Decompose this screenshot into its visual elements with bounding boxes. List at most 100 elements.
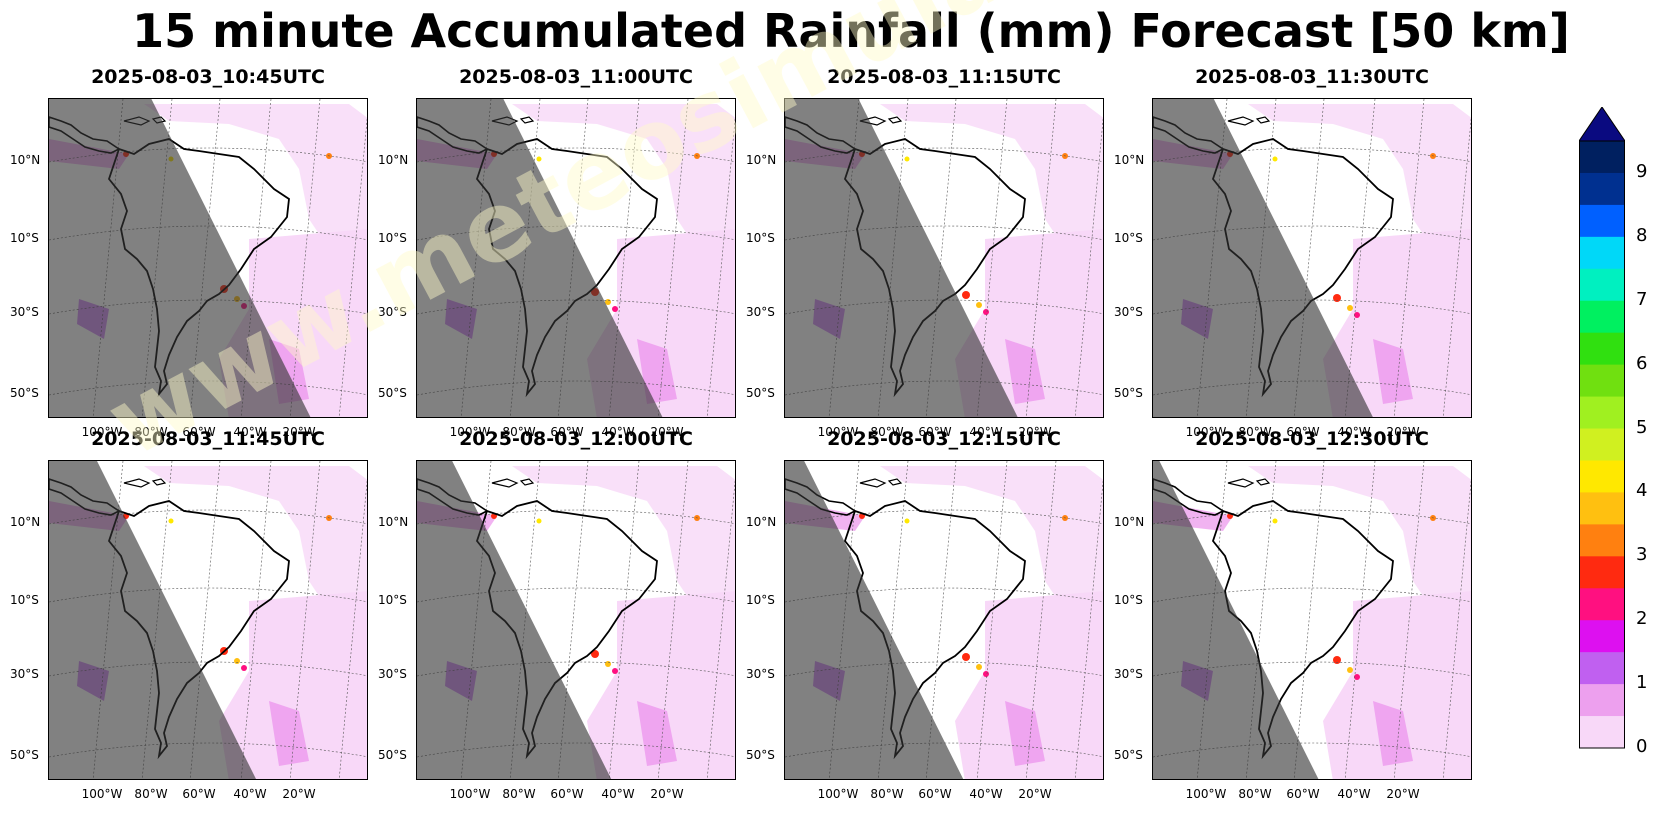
- latitude-label: 50°S: [378, 386, 407, 400]
- latitude-label: 30°S: [378, 305, 407, 319]
- colorbar-tick-label: 3: [1636, 544, 1648, 566]
- longitude-label: 80°W: [1238, 787, 1272, 801]
- longitude-label: 40°W: [601, 425, 635, 439]
- longitude-label: 40°W: [969, 787, 1003, 801]
- map-frame: [48, 98, 368, 418]
- night-shading: [785, 99, 1018, 417]
- longitude-label: 20°W: [650, 425, 684, 439]
- longitude-label: 80°W: [134, 787, 168, 801]
- colorbar-segment: [1579, 716, 1625, 749]
- colorbar-tick-label: 5: [1636, 416, 1648, 438]
- latitude-label: 50°S: [10, 748, 39, 762]
- latitude-label: 10°S: [746, 231, 775, 245]
- longitude-label: 100°W: [1185, 425, 1227, 439]
- latitude-label: 30°S: [1114, 667, 1143, 681]
- longitude-label: 80°W: [870, 787, 904, 801]
- colorbar-segment: [1579, 588, 1625, 621]
- panel-timestamp: 2025-08-03_12:15UTC: [827, 428, 1061, 450]
- colorbar-segment: [1579, 460, 1625, 493]
- colorbar-segment: [1579, 141, 1625, 174]
- latitude-label: 10°S: [746, 593, 775, 607]
- colorbar-segment: [1579, 620, 1625, 653]
- latitude-label: 10°S: [1114, 593, 1143, 607]
- colorbar-tick-label: 1: [1636, 672, 1648, 694]
- colorbar-segment: [1579, 428, 1625, 461]
- map-panel: 2025-08-03_12:15UTC 10°N 10°S 30°S 50°S 100°…: [746, 428, 1104, 801]
- map-frame: [416, 98, 736, 418]
- latitude-label: 50°S: [1114, 748, 1143, 762]
- colorbar-segment: [1579, 556, 1625, 589]
- latitude-label: 50°S: [1114, 386, 1143, 400]
- colorbar-segment: [1579, 364, 1625, 398]
- longitude-label: 20°W: [650, 787, 684, 801]
- longitude-label: 40°W: [233, 787, 267, 801]
- panel-timestamp: 2025-08-03_10:45UTC: [91, 66, 325, 88]
- map-frame: [784, 98, 1104, 418]
- colorbar-segment: [1579, 172, 1625, 206]
- latitude-label: 30°S: [378, 667, 407, 681]
- latitude-label: 30°S: [746, 305, 775, 319]
- longitude-label: 100°W: [1185, 787, 1227, 801]
- latitude-label: 10°N: [746, 153, 777, 167]
- latitude-label: 30°S: [10, 667, 39, 681]
- latitude-label: 10°N: [1114, 153, 1145, 167]
- panel-timestamp: 2025-08-03_11:30UTC: [1195, 66, 1429, 88]
- longitude-label: 80°W: [502, 425, 536, 439]
- longitude-label: 80°W: [134, 425, 168, 439]
- night-shading: [417, 99, 663, 417]
- latitude-label: 10°S: [378, 231, 407, 245]
- night-shading: [417, 461, 612, 779]
- map-frame: [416, 460, 736, 780]
- latitude-label: 10°N: [10, 153, 41, 167]
- map-panel: 2025-08-03_12:30UTC 10°N 10°S 30°S 50°S 100°…: [1114, 428, 1472, 801]
- longitude-label: 20°W: [282, 425, 316, 439]
- panel-timestamp: 2025-08-03_11:00UTC: [459, 66, 693, 88]
- latitude-label: 50°S: [746, 748, 775, 762]
- map-panel: 2025-08-03_10:45UTC 10°N 10°S 30°S 50°S 100°…: [10, 66, 368, 439]
- colorbar-segment: [1579, 268, 1625, 302]
- longitude-label: 80°W: [1238, 425, 1272, 439]
- longitude-label: 60°W: [918, 425, 952, 439]
- night-shading: [1153, 461, 1319, 779]
- latitude-label: 10°N: [378, 515, 409, 529]
- longitude-label: 100°W: [817, 787, 859, 801]
- longitude-label: 100°W: [449, 787, 491, 801]
- latitude-label: 30°S: [1114, 305, 1143, 319]
- panel-timestamp: 2025-08-03_11:45UTC: [91, 428, 325, 450]
- colorbar-tick-label: 6: [1636, 352, 1648, 374]
- map-panel: 2025-08-03_11:45UTC 10°N 10°S 30°S 50°S 100°…: [10, 428, 368, 801]
- night-shading: [49, 99, 311, 417]
- colorbar-segment: [1579, 396, 1625, 430]
- colorbar-tick-label: 0: [1636, 736, 1648, 757]
- colorbar-extend-arrow: [1579, 107, 1625, 142]
- colorbar-segment: [1579, 492, 1625, 525]
- longitude-label: 100°W: [81, 425, 123, 439]
- latitude-label: 10°N: [746, 515, 777, 529]
- colorbar-segment: [1579, 524, 1625, 557]
- map-panel: 2025-08-03_11:15UTC 10°N 10°S 30°S 50°S 100°…: [746, 66, 1104, 439]
- longitude-label: 40°W: [233, 425, 267, 439]
- latitude-label: 10°S: [10, 231, 39, 245]
- panel-timestamp: 2025-08-03_12:30UTC: [1195, 428, 1429, 450]
- longitude-label: 40°W: [1337, 787, 1371, 801]
- latitude-label: 10°S: [1114, 231, 1143, 245]
- map-frame: [1152, 98, 1472, 418]
- longitude-label: 100°W: [81, 787, 123, 801]
- longitude-label: 60°W: [550, 787, 584, 801]
- map-frame: [48, 460, 368, 780]
- colorbar: [1579, 107, 1625, 749]
- colorbar-segment: [1579, 236, 1625, 270]
- colorbar-segment: [1579, 300, 1625, 334]
- longitude-label: 20°W: [1386, 425, 1420, 439]
- longitude-label: 60°W: [1286, 425, 1320, 439]
- longitude-label: 40°W: [969, 425, 1003, 439]
- longitude-label: 20°W: [1386, 787, 1420, 801]
- colorbar-tick-label: 8: [1636, 224, 1648, 246]
- latitude-label: 50°S: [746, 386, 775, 400]
- latitude-label: 10°N: [378, 153, 409, 167]
- longitude-label: 60°W: [550, 425, 584, 439]
- longitude-label: 100°W: [449, 425, 491, 439]
- map-frame: [784, 460, 1104, 780]
- colorbar-segment: [1579, 652, 1625, 685]
- latitude-label: 10°S: [10, 593, 39, 607]
